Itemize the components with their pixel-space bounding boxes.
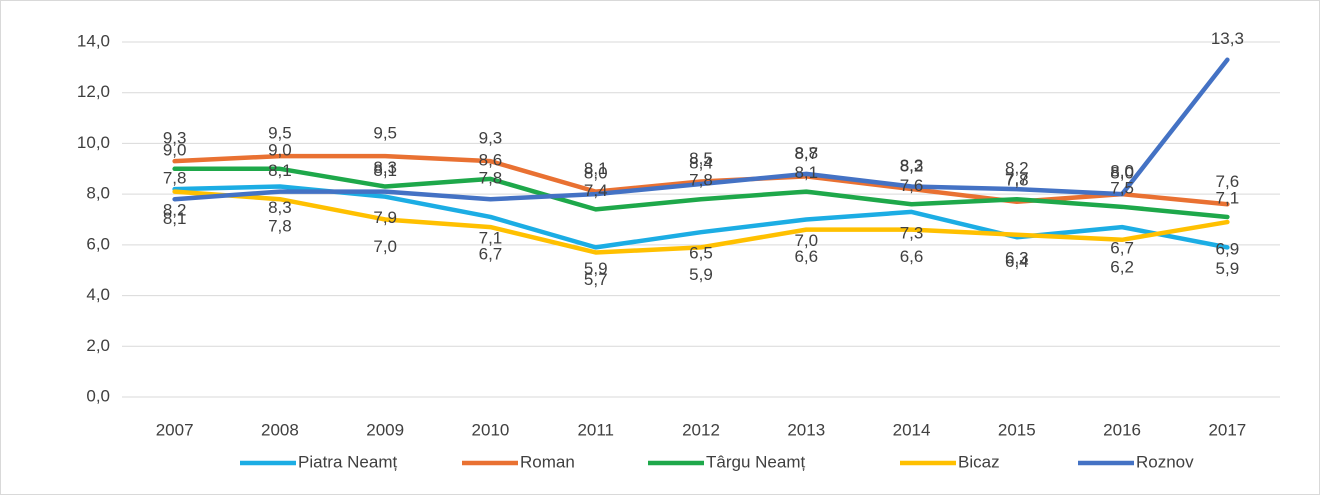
data-label: 7,0 [794,231,818,250]
x-tick-label: 2007 [156,420,194,439]
data-label: 9,0 [163,140,187,159]
legend-label: Roznov [1136,452,1194,471]
x-tick-label: 2012 [682,420,720,439]
data-label: 8,7 [794,144,818,163]
data-label: 8,3 [268,198,292,217]
legend-label: Roman [520,452,575,471]
data-label: 8,5 [689,149,713,168]
data-label: 7,0 [373,237,397,256]
data-label: 9,3 [479,129,503,148]
data-label: 7,8 [689,171,713,190]
data-label: 5,9 [689,265,713,284]
data-label: 13,3 [1211,29,1244,48]
y-tick-label: 10,0 [77,133,110,152]
data-label: 6,7 [1110,239,1134,258]
y-tick-label: 14,0 [77,31,110,50]
data-label: 9,3 [163,129,187,148]
x-tick-label: 2009 [366,420,404,439]
y-tick-label: 6,0 [86,234,110,253]
data-label: 5,9 [584,259,608,278]
data-label: 8,4 [689,153,713,172]
data-label: 7,9 [373,208,397,227]
data-label: 8,2 [900,157,924,176]
data-label: 7,8 [268,217,292,236]
data-label: 7,6 [900,176,924,195]
data-label: 8,1 [268,161,292,180]
data-label: 6,3 [1005,249,1029,268]
data-label: 7,1 [1216,188,1240,207]
data-label: 7,6 [1216,172,1240,191]
data-label: 8,1 [373,161,397,180]
data-label: 7,3 [900,223,924,242]
data-label: 8,0 [1110,164,1134,183]
series-line [172,153,1230,207]
series-line [172,57,1230,202]
x-tick-label: 2011 [577,420,614,439]
data-label: 6,4 [1005,252,1029,271]
data-label: 8,6 [479,150,503,169]
data-label: 8,1 [794,163,818,182]
y-tick-label: 8,0 [86,184,110,203]
x-tick-label: 2008 [261,420,299,439]
series-line [172,189,1230,255]
x-tick-label: 2010 [472,420,510,439]
data-label: 8,2 [163,201,187,220]
y-tick-label: 4,0 [86,285,110,304]
x-tick-label: 2017 [1208,420,1246,439]
data-label: 6,9 [1216,240,1240,259]
data-label: 8,3 [900,156,924,175]
data-label: 5,7 [584,270,608,289]
data-label: 8,1 [163,209,187,228]
data-label: 6,2 [1110,257,1134,276]
data-label: 8,2 [1005,159,1029,178]
legend-label: Piatra Neamț [298,452,397,471]
y-tick-label: 0,0 [86,386,110,405]
data-label: 7,1 [479,228,503,247]
data-label: 8,0 [584,164,608,183]
data-label: 6,6 [900,247,924,266]
data-label: 5,9 [1216,259,1240,278]
x-tick-label: 2014 [893,420,931,439]
series-line [172,166,1230,220]
data-label: 8,8 [794,143,818,162]
data-label: 6,5 [689,244,713,263]
legend-label: Târgu Neamț [706,452,805,471]
y-tick-label: 2,0 [86,336,110,355]
data-label: 7,7 [1005,169,1029,188]
legend-label: Bicaz [958,452,1000,471]
data-label: 9,5 [268,124,292,143]
data-label: 7,4 [584,181,608,200]
y-tick-label: 12,0 [77,82,110,101]
data-label: 9,0 [268,140,292,159]
data-label: 7,8 [479,169,503,188]
x-tick-label: 2015 [998,420,1036,439]
data-label: 8,1 [584,159,608,178]
x-tick-label: 2016 [1103,420,1141,439]
data-label: 7,8 [163,169,187,188]
data-label: 6,6 [794,247,818,266]
data-label: 8,3 [373,158,397,177]
data-label: 7,5 [1110,178,1134,197]
data-label: 6,7 [479,245,503,264]
x-tick-label: 2013 [787,420,825,439]
data-label: 7,8 [1005,171,1029,190]
data-label: 9,5 [373,124,397,143]
data-label: 8,0 [1110,162,1134,181]
